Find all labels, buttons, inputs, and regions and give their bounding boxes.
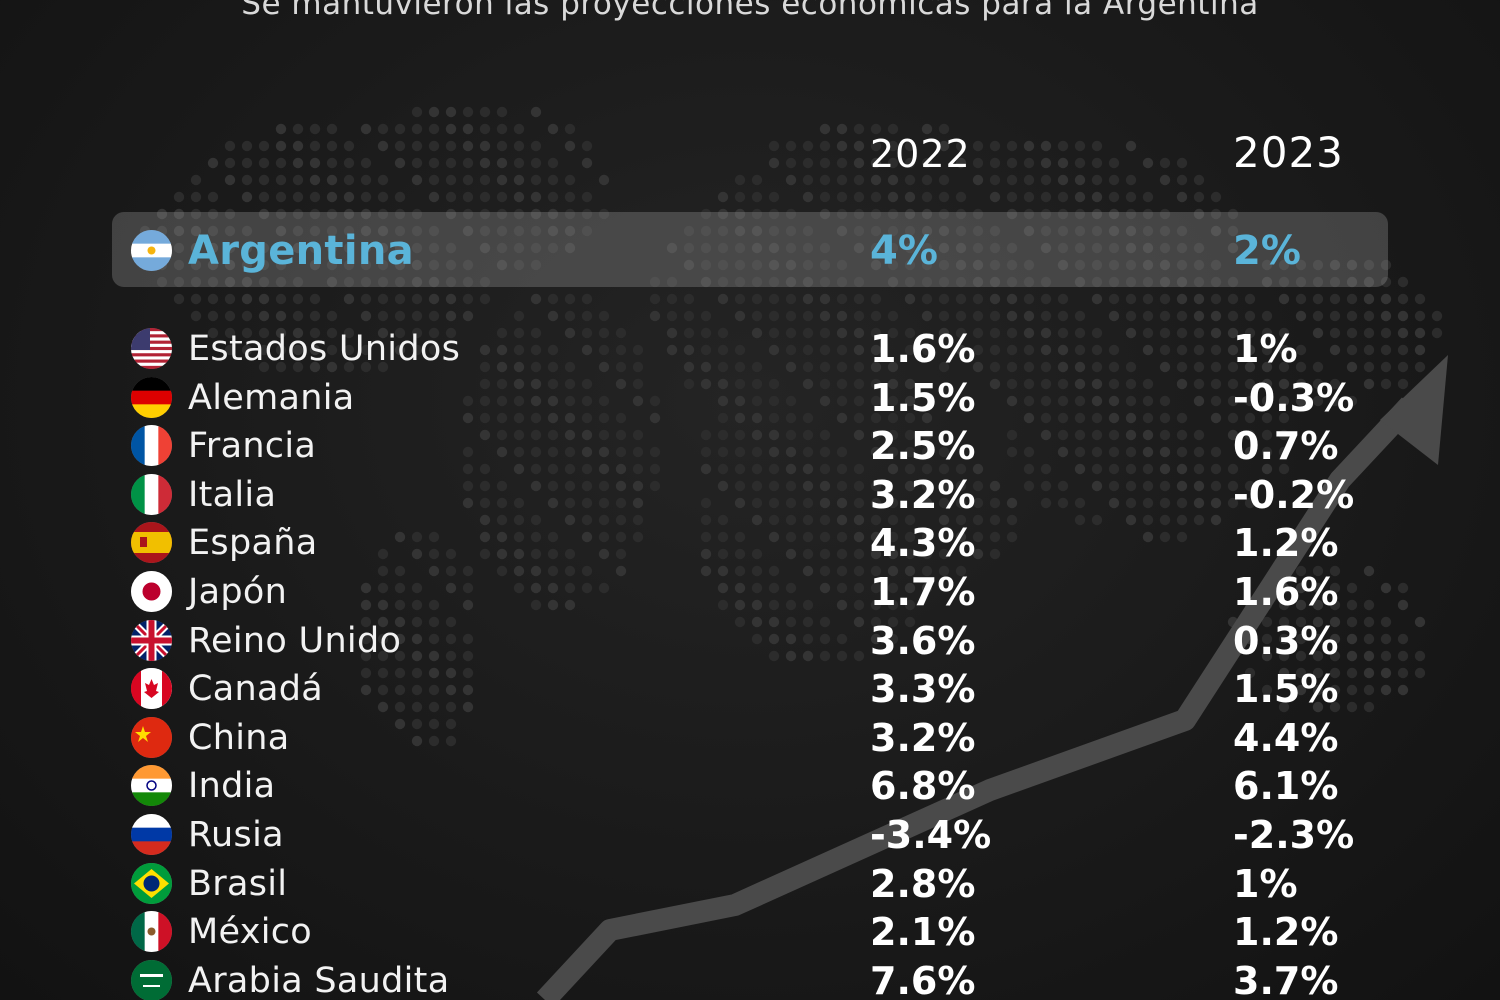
value-2023: 3.7% [1233, 958, 1339, 1000]
russia-flag-icon [131, 814, 172, 855]
value-2022: 3.3% [870, 667, 976, 712]
country-name: China [188, 717, 290, 758]
france-flag-icon [131, 425, 172, 467]
country-name: Estados Unidos [188, 329, 461, 369]
table-row: Francia 2.5% 0.7% [0, 423, 1500, 471]
table-row: España 4.3% 1.2% [0, 520, 1500, 568]
value-2022: 1.6% [870, 327, 976, 371]
value-2022: 3.2% [870, 715, 976, 760]
value-2022: 3.2% [870, 472, 976, 517]
spain-flag-icon [131, 522, 172, 564]
table-row: Japón 1.7% 1.6% [0, 569, 1500, 617]
highlight-row-background [112, 212, 1388, 287]
country-name: Reino Unido [188, 620, 402, 661]
value-2022: 1.7% [870, 570, 976, 614]
table-row: Brasil 2.8% 1% [0, 861, 1500, 909]
value-2022: 6.8% [870, 764, 976, 809]
canada-flag-icon: undefined [131, 668, 172, 710]
value-2022: 7.6% [870, 958, 976, 1000]
table-row: Rusia -3.4% -2.3% [0, 812, 1500, 860]
value-2023: 2% [1233, 228, 1301, 274]
value-2023: 1.5% [1233, 667, 1339, 712]
germany-flag-icon [131, 376, 172, 418]
country-name: Arabia Saudita [188, 960, 450, 1000]
value-2022: -3.4% [870, 813, 992, 857]
country-name: Rusia [188, 815, 284, 855]
value-2023: 6.1% [1233, 764, 1339, 809]
value-2023: -0.3% [1233, 375, 1355, 420]
value-2023: 1.6% [1233, 570, 1339, 614]
country-name: Japón [188, 572, 288, 612]
mexico-flag-icon [131, 911, 172, 953]
india-flag-icon [131, 765, 172, 807]
table-row: India 6.8% 6.1% [0, 763, 1500, 811]
value-2023: -0.2% [1233, 472, 1355, 517]
value-2023: -2.3% [1233, 813, 1355, 857]
value-2022: 1.5% [870, 375, 976, 420]
table-row: undefined Canadá 3.3% 1.5% [0, 666, 1500, 714]
value-2022: 2.1% [870, 910, 976, 955]
value-2023: 1.2% [1233, 910, 1339, 955]
china-flag-icon [131, 716, 172, 758]
table-row: México 2.1% 1.2% [0, 909, 1500, 957]
value-2023: 0.3% [1233, 618, 1339, 663]
country-name: Argentina [188, 228, 414, 274]
column-header-2022: 2022 [870, 132, 971, 176]
highlight-row: Argentina 4% 2% [0, 226, 1500, 274]
italy-flag-icon [131, 473, 172, 515]
country-name: México [188, 912, 313, 953]
table-row: Alemania 1.5% -0.3% [0, 375, 1500, 423]
table-row: Estados Unidos 1.6% 1% [0, 326, 1500, 374]
value-2023: 0.7% [1233, 424, 1339, 469]
subtitle: Se mantuvieron las proyecciones económic… [241, 0, 1259, 22]
value-2022: 4.3% [870, 521, 976, 566]
value-2022: 4% [870, 228, 938, 274]
table-row: Reino Unido 3.6% 0.3% [0, 618, 1500, 666]
value-2023: 4.4% [1233, 715, 1339, 760]
value-2022: 2.5% [870, 424, 976, 469]
saudi-arabia-flag-icon [131, 959, 172, 1000]
argentina-flag-icon [131, 230, 172, 271]
value-2023: 1% [1233, 327, 1298, 371]
country-name: India [188, 766, 276, 807]
country-name: Brasil [188, 863, 288, 904]
table-row: Arabia Saudita 7.6% 3.7% [0, 958, 1500, 1000]
country-name: Francia [188, 426, 317, 467]
country-name: Italia [188, 474, 277, 515]
uk-flag-icon [131, 619, 172, 661]
column-header-2023: 2023 [1233, 128, 1344, 177]
table-row: China 3.2% 4.4% [0, 715, 1500, 763]
value-2022: 3.6% [870, 618, 976, 663]
usa-flag-icon [131, 328, 172, 369]
value-2022: 2.8% [870, 861, 976, 906]
table-row: Italia 3.2% -0.2% [0, 472, 1500, 520]
japan-flag-icon [131, 571, 172, 612]
value-2023: 1% [1233, 861, 1298, 906]
country-name: Alemania [188, 377, 355, 418]
country-name: Canadá [188, 669, 323, 710]
value-2023: 1.2% [1233, 521, 1339, 566]
country-name: España [188, 523, 318, 564]
brazil-flag-icon [131, 862, 172, 904]
